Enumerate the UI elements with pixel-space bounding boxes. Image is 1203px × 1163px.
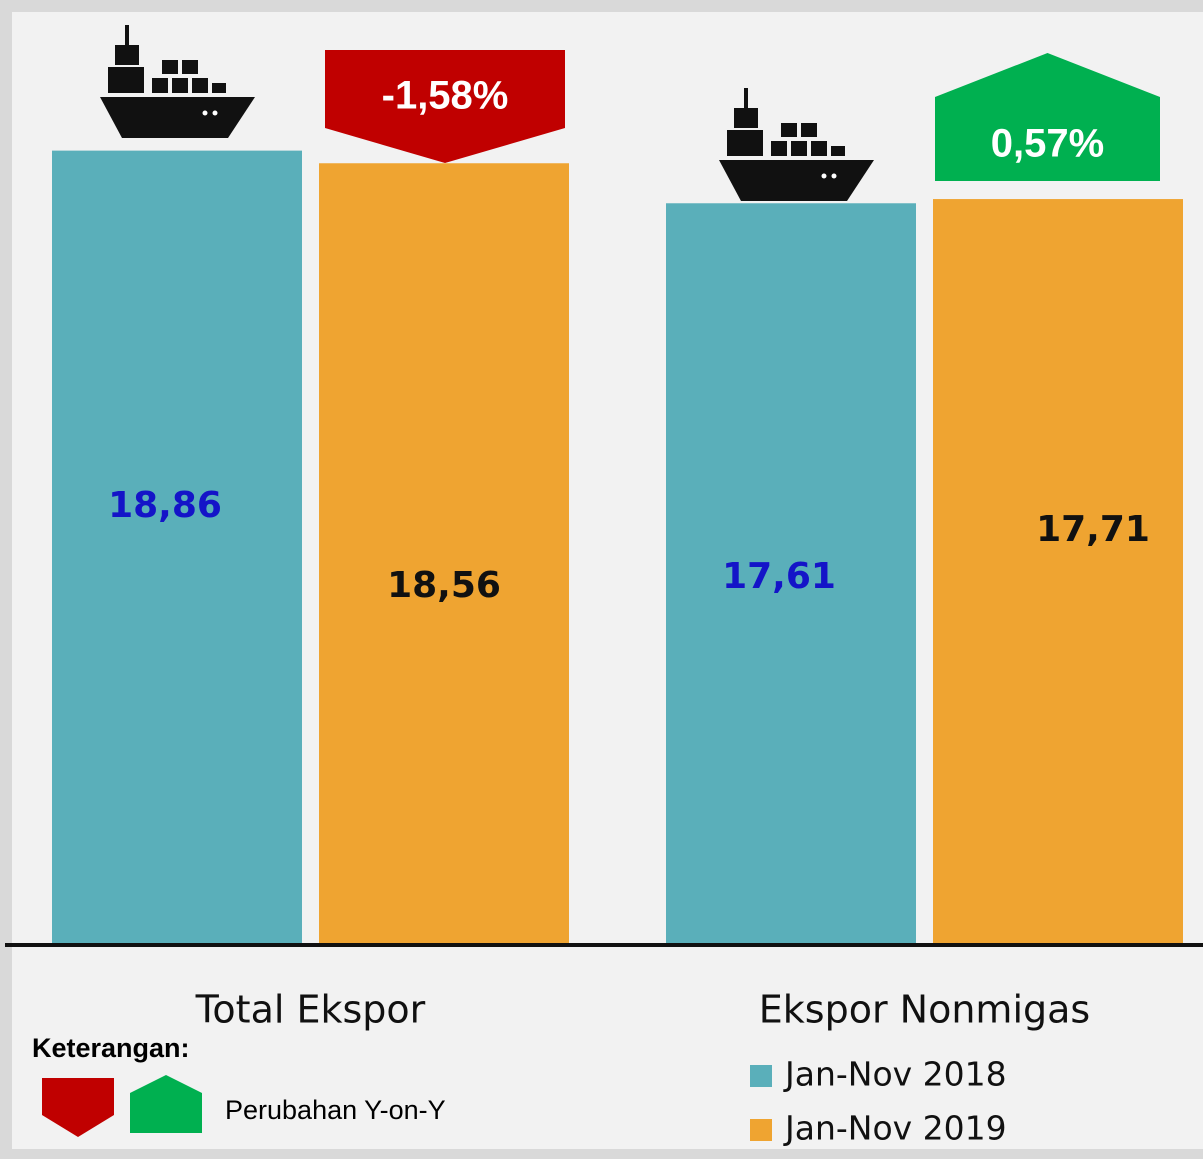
value-label: 18,86 bbox=[108, 485, 222, 526]
value-label: 18,56 bbox=[387, 565, 501, 606]
legend-note-swatch bbox=[130, 1075, 202, 1133]
bar bbox=[933, 199, 1183, 945]
change-label: 0,57% bbox=[991, 122, 1104, 166]
legend-note-label: Perubahan Y-on-Y bbox=[225, 1095, 446, 1125]
legend-swatch bbox=[750, 1119, 772, 1141]
legend-swatch bbox=[750, 1065, 772, 1087]
x-tick-label: Total Ekspor bbox=[195, 988, 426, 1032]
legend-note-swatch bbox=[42, 1078, 114, 1137]
change-badge bbox=[325, 50, 565, 163]
change-badge bbox=[935, 53, 1160, 181]
legend-note-title: Keterangan: bbox=[32, 1033, 190, 1063]
legend-label: Jan-Nov 2018 bbox=[783, 1055, 1007, 1094]
legend-label: Jan-Nov 2019 bbox=[783, 1109, 1007, 1148]
value-label: 17,61 bbox=[722, 556, 836, 597]
x-tick-label: Ekspor Nonmigas bbox=[759, 988, 1090, 1032]
bar bbox=[666, 203, 916, 946]
bar bbox=[319, 163, 569, 945]
change-label: -1,58% bbox=[382, 74, 509, 118]
value-label: 17,71 bbox=[1036, 509, 1150, 550]
bar bbox=[52, 150, 302, 945]
